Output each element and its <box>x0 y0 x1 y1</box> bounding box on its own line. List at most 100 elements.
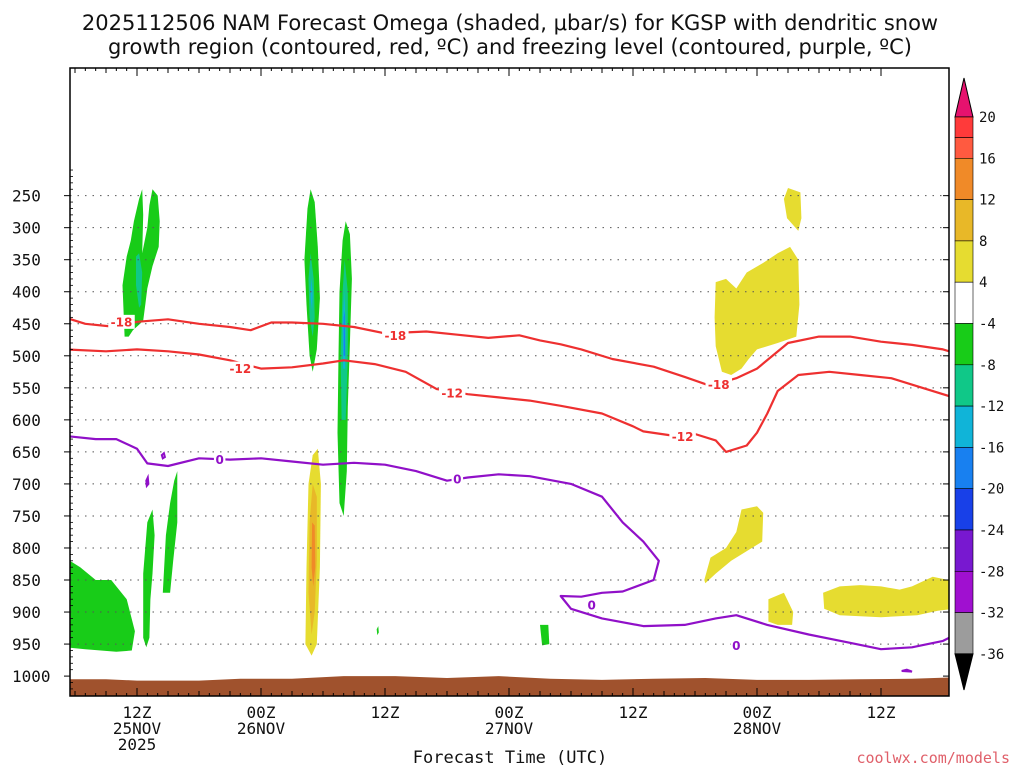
omega-region-13 <box>540 624 550 646</box>
y-tick-label-600: 600 <box>12 411 41 430</box>
omega-region-2 <box>70 560 135 652</box>
colorbar-label-8: -16 <box>979 440 1004 456</box>
colorbar-band-8 <box>954 405 974 448</box>
contour-label-bg <box>451 471 464 486</box>
y-tick-label-500: 500 <box>12 347 41 366</box>
colorbar-label-13: -36 <box>979 647 1004 663</box>
colorbar-label-2: 12 <box>979 193 996 209</box>
colorbar: 20 16 12 8 4 -4 -8 -12 -16 -20 -24 -28 -32 -36 <box>954 77 1004 691</box>
x-tick-label-48-0: 12Z <box>619 703 648 722</box>
colorbar-band-5 <box>954 281 974 324</box>
colorbar-label-6: -8 <box>979 358 996 374</box>
y-tick-label-950: 950 <box>12 635 41 654</box>
colorbar-band-10 <box>954 488 974 531</box>
contour-line-m18-0 <box>70 317 949 387</box>
colorbar-band-0 <box>954 116 974 138</box>
y-tick-label-350: 350 <box>12 251 41 270</box>
contour-label-0-0: -18 <box>111 315 133 329</box>
colorbar-label-0: 20 <box>979 110 996 126</box>
omega-region-3 <box>143 509 155 648</box>
contour-label-2-3: 0 <box>732 639 740 653</box>
chart-title-line-2: growth region (contoured, red, ºC) and f… <box>108 35 912 59</box>
contour-label-1-1: -12 <box>441 386 463 400</box>
y-tick-label-250: 250 <box>12 187 41 206</box>
y-tick-label-300: 300 <box>12 219 41 238</box>
small-freezing-contour-1 <box>145 473 150 489</box>
omega-region-0 <box>122 189 160 337</box>
colorbar-band-2 <box>954 158 974 200</box>
x-axis-label: Forecast Time (UTC) <box>413 748 607 768</box>
omega-region-21 <box>823 576 949 618</box>
contour-label-bg <box>108 314 135 329</box>
contour-label-bg <box>669 429 696 444</box>
colorbar-label-3: 8 <box>979 234 987 250</box>
colorbar-band-9 <box>954 447 974 489</box>
small-freezing-contour-0 <box>160 451 167 460</box>
x-tick-label-0-0: 12Z <box>123 703 152 722</box>
contour-label-1-0: -12 <box>229 362 251 376</box>
colorbar-band-4 <box>954 240 974 283</box>
y-tick-label-400: 400 <box>12 283 41 302</box>
x-tick-label-12-0: 00Z <box>247 703 276 722</box>
contour-label-0-1: -18 <box>384 329 406 343</box>
x-tick-label-0-1: 25NOV <box>113 719 162 738</box>
x-tick-label-36-1: 27NOV <box>485 719 534 738</box>
colorbar-band-11 <box>954 529 974 572</box>
omega-region-19 <box>704 506 764 584</box>
x-tick-label-60-0: 00Z <box>743 703 772 722</box>
small-freezing-contour-2 <box>901 668 913 673</box>
credit-text: coolwx.com/models <box>856 749 1010 767</box>
colorbar-bottom-arrow <box>954 653 974 691</box>
contour-label-bg <box>382 328 409 343</box>
omega-region-12 <box>376 626 379 636</box>
temperature-contours: -18 -18 -18 -12 -12 -12 0 0 0 0 <box>70 314 949 673</box>
omega-region-20 <box>768 592 794 625</box>
omega-region-17 <box>714 246 800 375</box>
colorbar-band-6 <box>954 323 974 366</box>
y-tick-label-550: 550 <box>12 379 41 398</box>
colorbar-label-12: -32 <box>979 606 1004 622</box>
omega-region-16 <box>311 522 316 587</box>
omega-region-7 <box>310 278 313 311</box>
x-tick-label-24-0: 12Z <box>371 703 400 722</box>
y-tick-label-900: 900 <box>12 603 41 622</box>
contour-label-2-1: 0 <box>453 472 461 486</box>
colorbar-label-10: -24 <box>979 523 1004 539</box>
contour-label-bg <box>438 385 466 400</box>
y-tick-label-650: 650 <box>12 443 41 462</box>
x-tick-label-60-1: 28NOV <box>733 719 782 738</box>
omega-region-4 <box>162 471 178 593</box>
colorbar-band-7 <box>954 364 974 407</box>
plot-area: -18 -18 -18 -12 -12 -12 0 0 0 0 <box>70 188 949 696</box>
y-tick-label-700: 700 <box>12 475 41 494</box>
contour-label-bg <box>730 638 743 653</box>
x-tick-label-12-1: 26NOV <box>237 719 286 738</box>
omega-region-11 <box>343 311 346 356</box>
colorbar-label-11: -28 <box>979 564 1004 580</box>
colorbar-label-1: 16 <box>979 151 996 167</box>
contour-label-bg <box>705 377 733 392</box>
omega-shading <box>70 188 949 656</box>
colorbar-label-9: -20 <box>979 482 1004 498</box>
colorbar-band-1 <box>954 137 974 159</box>
y-tick-label-850: 850 <box>12 571 41 590</box>
colorbar-label-4: 4 <box>979 275 987 291</box>
y-tick-label-750: 750 <box>12 507 41 526</box>
colorbar-label-7: -12 <box>979 399 1004 415</box>
contour-label-bg <box>585 597 598 612</box>
y-tick-label-800: 800 <box>12 539 41 558</box>
contour-label-1-2: -12 <box>672 430 694 444</box>
y-axis-pressure-ticks: 250 300 350 400 450 500 550 600 650 700 750 800 850 9… <box>12 169 949 690</box>
x-tick-label-36-0: 00Z <box>495 703 524 722</box>
omega-region-1 <box>136 253 143 308</box>
contour-label-2-2: 0 <box>587 598 595 612</box>
omega-region-18 <box>783 188 802 231</box>
x-tick-label-72-0: 12Z <box>867 703 896 722</box>
colorbar-band-13 <box>954 612 974 655</box>
surface-terrain <box>70 676 949 696</box>
contour-label-0-2: -18 <box>708 378 730 392</box>
contour-label-bg <box>213 452 226 467</box>
